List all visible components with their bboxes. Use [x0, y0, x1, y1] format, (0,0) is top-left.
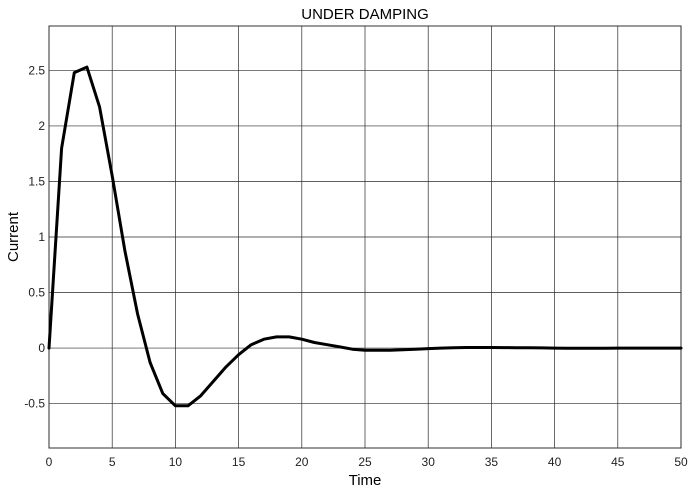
- y-tick-label: 0.5: [28, 286, 45, 300]
- x-tick-label: 50: [674, 455, 688, 469]
- y-tick-label: 0: [38, 341, 45, 355]
- x-axis-label: Time: [349, 472, 382, 489]
- x-tick-label: 35: [485, 455, 499, 469]
- grid: [48, 26, 682, 448]
- x-tick-label: 45: [611, 455, 625, 469]
- y-tick-label: 2: [38, 119, 45, 133]
- y-tick-label: 1: [38, 230, 45, 244]
- x-tick-label: 10: [169, 455, 183, 469]
- x-tick-label: 0: [46, 455, 53, 469]
- x-axis-ticks: 0 5 10 15 20 25 30 35 40 45 50: [46, 455, 688, 469]
- y-tick-label: -0.5: [24, 397, 45, 411]
- x-tick-label: 5: [109, 455, 116, 469]
- x-tick-label: 30: [422, 455, 436, 469]
- x-tick-label: 15: [232, 455, 246, 469]
- y-tick-label: 2.5: [28, 63, 45, 77]
- y-axis-label: Current: [5, 211, 22, 262]
- x-tick-label: 25: [358, 455, 372, 469]
- y-axis-ticks: -0.5 0 0.5 1 1.5 2 2.5: [24, 63, 45, 410]
- y-tick-label: 1.5: [28, 174, 45, 188]
- x-tick-label: 40: [548, 455, 562, 469]
- x-tick-label: 20: [295, 455, 309, 469]
- series-group: [47, 65, 683, 408]
- series-line: [47, 65, 683, 408]
- chart-title: UNDER DAMPING: [301, 6, 429, 23]
